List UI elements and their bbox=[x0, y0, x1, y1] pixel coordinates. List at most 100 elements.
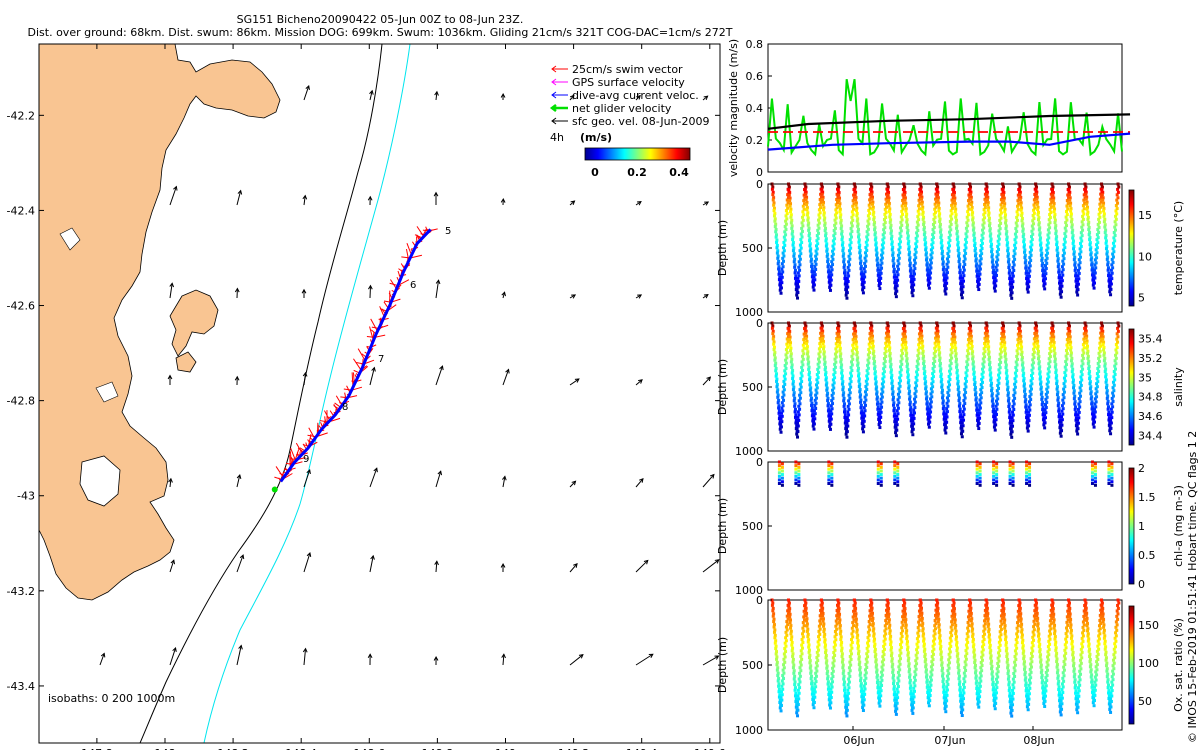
geo-velocity-arrow bbox=[702, 376, 712, 386]
geo-velocity-arrow bbox=[434, 90, 439, 101]
geo-velocity-arrow bbox=[569, 480, 577, 488]
geo-velocity-arrow bbox=[302, 647, 308, 666]
depth-colorbar-tick: 2 bbox=[1138, 462, 1145, 475]
legend-item: dive-avg current veloc. bbox=[551, 89, 699, 102]
geo-velocity-arrow bbox=[234, 375, 240, 386]
geo-velocity-arrow bbox=[167, 374, 173, 386]
velocity-y-tick-label: 0.8 bbox=[746, 38, 764, 51]
map-y-tick-labels: -42.2 -42.4 -42.6 -42.8 -43 -43.2 -43.4 bbox=[7, 109, 720, 693]
geo-velocity-arrow bbox=[368, 284, 373, 299]
speed-colorbar-title: (m/s) bbox=[580, 131, 612, 144]
depth-colorbar-tick: 5 bbox=[1138, 292, 1145, 305]
swim-vector bbox=[275, 466, 284, 478]
geo-velocity-arrow bbox=[501, 653, 506, 666]
depth-colorbar-tick: 0 bbox=[1138, 578, 1145, 591]
geo-velocity-arrow bbox=[303, 551, 312, 573]
legend-item: 25cm/s swim vector bbox=[551, 63, 683, 76]
tasmania-land bbox=[39, 44, 281, 601]
geo-velocity-arrow bbox=[500, 197, 506, 206]
geo-velocity-arrow bbox=[434, 560, 439, 573]
time-x-tick-label: 06Jun bbox=[843, 734, 874, 747]
depth-y-tick-label: 1000 bbox=[735, 724, 763, 737]
velocity-panel: 0 0.2 0.4 0.6 0.8 velocity magnitude (m/s) bbox=[727, 38, 1131, 179]
depth-colorbar-tick: 35 bbox=[1138, 371, 1152, 384]
map-x-tick-label: 148.6 bbox=[354, 747, 386, 750]
sfc-geo-velocity-field bbox=[99, 84, 720, 666]
velocity-y-tick-label: 0 bbox=[756, 166, 763, 179]
isobath-200m bbox=[139, 44, 383, 743]
geo-velocity-arrow bbox=[169, 646, 177, 666]
depth-colorbar-label: chl-a (mg m-3) bbox=[1172, 485, 1185, 567]
speed-colorbar-tick: 0.2 bbox=[627, 166, 647, 179]
geo-velocity-arrow bbox=[303, 84, 310, 101]
swim-vector bbox=[406, 242, 412, 256]
depth-colorbar bbox=[1128, 605, 1135, 725]
map-x-tick-label: 147.8 bbox=[81, 747, 113, 750]
geo-velocity-arrow bbox=[569, 654, 584, 666]
depth-y-tick-label: 500 bbox=[742, 520, 763, 533]
depth-colorbar-tick: 0.5 bbox=[1138, 549, 1156, 562]
geo-velocity-arrow bbox=[435, 365, 444, 386]
depth-colorbar-tick: 15 bbox=[1138, 209, 1152, 222]
swim-vector bbox=[357, 348, 366, 361]
track-day-label: 7 bbox=[378, 354, 384, 365]
geo-velocity-arrow bbox=[302, 194, 308, 206]
geo-velocity-arrow bbox=[635, 477, 644, 488]
geo-velocity-arrow bbox=[702, 473, 715, 488]
legend-label: dive-avg current veloc. bbox=[572, 89, 699, 102]
map-x-tick-label: 148 bbox=[154, 747, 175, 750]
depth-y-tick-label: 0 bbox=[756, 317, 763, 330]
map-y-tick-label: -43.2 bbox=[7, 585, 35, 598]
geo-velocity-arrow bbox=[569, 294, 577, 299]
geo-velocity-arrow bbox=[500, 92, 506, 101]
geo-velocity-arrow bbox=[502, 368, 510, 386]
map-y-tick-label: -43.4 bbox=[7, 680, 35, 693]
geo-velocity-arrow bbox=[236, 644, 243, 666]
depth-colorbar-tick: 1.5 bbox=[1138, 491, 1156, 504]
speed-colorbar-bar bbox=[584, 147, 691, 161]
depth-y-tick-label: 0 bbox=[756, 456, 763, 469]
legend-item: GPS surface velocity bbox=[551, 76, 685, 89]
depth-y-tick-label: 0 bbox=[756, 178, 763, 191]
map-axes-frame bbox=[38, 43, 721, 744]
geo-velocity-arrow bbox=[569, 94, 575, 101]
isobath-label: isobaths: 0 200 1000m bbox=[48, 692, 175, 705]
velocity-y-tick-label: 0.6 bbox=[746, 70, 764, 83]
track-day-label: 8 bbox=[342, 402, 348, 413]
geo-velocity-arrow bbox=[702, 293, 709, 299]
geo-velocity-arrow bbox=[369, 554, 375, 573]
profile-points bbox=[777, 460, 1114, 487]
depth-y-tick-label: 1000 bbox=[735, 445, 763, 458]
map-y-tick-label: -42.4 bbox=[7, 204, 35, 217]
map-y-tick-label: -42.6 bbox=[7, 300, 35, 313]
geo-velocity-arrow bbox=[236, 554, 245, 573]
depth-y-tick-label: 1000 bbox=[735, 584, 763, 597]
swim-vector bbox=[416, 226, 425, 237]
depth-colorbar bbox=[1128, 189, 1135, 307]
map-y-tick-label: -43 bbox=[17, 490, 35, 503]
geo-velocity-arrow bbox=[169, 559, 176, 573]
geo-velocity-arrow bbox=[702, 95, 709, 101]
depth-panel: 0 500 1000 Depth (m) 34.4 34.6 34.8 35 35.2 35.4 s… bbox=[716, 317, 1185, 458]
swim-vector bbox=[370, 318, 378, 332]
velocity-series-line bbox=[767, 132, 1131, 151]
geo-velocity-arrow bbox=[635, 294, 643, 299]
depth-colorbar bbox=[1128, 467, 1135, 585]
figure-title-line1: SG151 Bicheno20090422 05-Jun 00Z to 08-J… bbox=[236, 13, 524, 26]
legend-label: GPS surface velocity bbox=[572, 76, 685, 89]
geo-velocity-arrow bbox=[367, 653, 373, 666]
geo-velocity-arrow bbox=[569, 200, 576, 206]
geo-velocity-arrow bbox=[435, 470, 443, 488]
depth-colorbar-tick: 35.2 bbox=[1138, 352, 1163, 365]
geo-velocity-arrow bbox=[435, 279, 441, 299]
copyright-caption: © IMOS 15-Feb-2019 01:51:41 Hobart time.… bbox=[1186, 431, 1199, 743]
geo-velocity-arrow bbox=[702, 201, 710, 206]
map-y-tick-label: -42.2 bbox=[7, 109, 35, 122]
figure-title-line2: Dist. over ground: 68km. Dist. swum: 86k… bbox=[27, 26, 733, 39]
depth-colorbar-label: Ox. sat. ratio (%) bbox=[1172, 618, 1185, 712]
depth-y-tick-label: 500 bbox=[742, 659, 763, 672]
depth-colorbar-tick: 35.4 bbox=[1138, 333, 1163, 346]
swim-vector bbox=[353, 358, 362, 371]
